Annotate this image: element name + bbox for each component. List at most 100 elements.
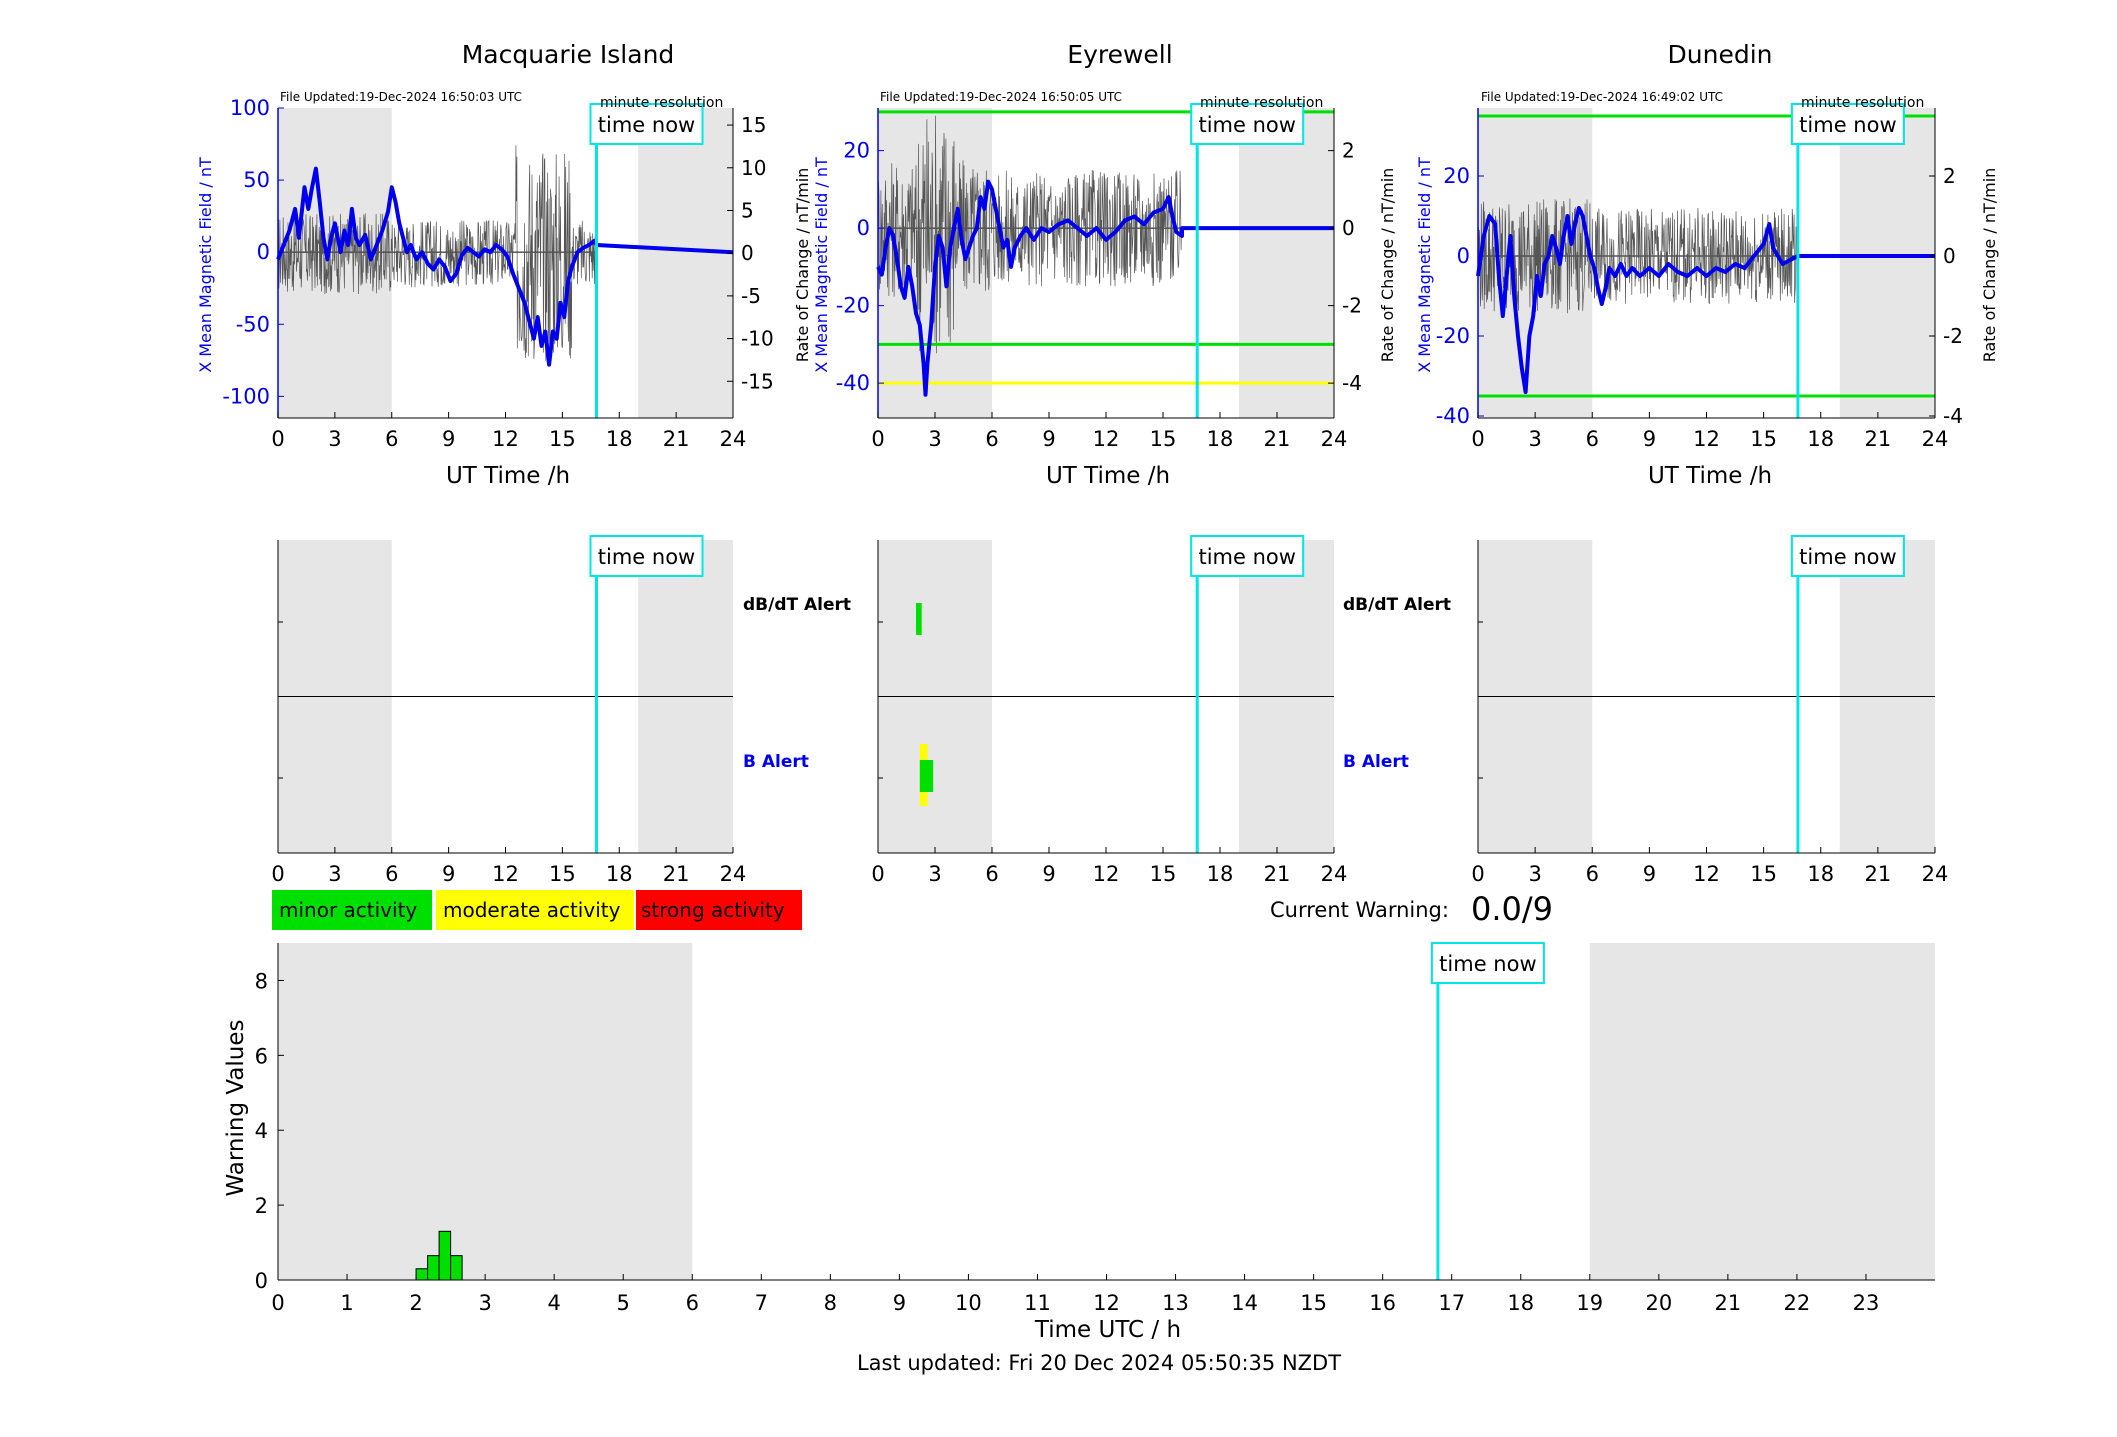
- x-tick-label: 24: [1321, 427, 1348, 451]
- right-y-tick-label: 2: [1342, 139, 1355, 163]
- x-tick-label: 9: [1643, 427, 1656, 451]
- right-y-tick-label: 10: [741, 156, 766, 180]
- x-tick-label: 3: [328, 427, 341, 451]
- left-y-tick-label: 20: [843, 139, 870, 163]
- mean-field-trace: [1476, 206, 1935, 394]
- warning-bar: [450, 1255, 463, 1281]
- right-y-tick-label: 0: [741, 241, 754, 265]
- b-alert-label-1: B Alert: [743, 752, 809, 772]
- x-tick-label: 6: [385, 862, 398, 886]
- x-tick-label: 18: [1207, 427, 1234, 451]
- time-now-label-box: [1430, 942, 1545, 984]
- x-tick-label: 21: [1715, 1291, 1742, 1315]
- b-alert-mark-minor: [919, 760, 934, 792]
- x-tick-label: 24: [720, 862, 747, 886]
- rate-of-change-trace: [877, 115, 1182, 354]
- time-now-label-box: [1790, 103, 1905, 145]
- right-y-tick-label: -10: [741, 327, 774, 351]
- right-y-tick-label: -4: [1342, 371, 1362, 395]
- x-tick-label: 6: [985, 427, 998, 451]
- x-tick-label: 1: [340, 1291, 353, 1315]
- x-tick-label: 15: [1150, 427, 1177, 451]
- x-tick-label: 9: [442, 427, 455, 451]
- legend-minor-label: minor activity: [279, 898, 417, 922]
- y-tick-label: 8: [255, 969, 268, 993]
- x-tick-label: 23: [1853, 1291, 1880, 1315]
- x-tick-label: 18: [1207, 862, 1234, 886]
- x-tick-label: 10: [955, 1291, 982, 1315]
- dbdt-alert-mark: [916, 603, 922, 635]
- left-y-tick-label: 100: [230, 96, 270, 120]
- x-tick-label: 18: [1807, 862, 1834, 886]
- x-tick-label: 3: [928, 862, 941, 886]
- x-tick-label: 3: [1528, 862, 1541, 886]
- x-tick-label: 21: [663, 427, 690, 451]
- left-y-tick-label: 0: [857, 216, 870, 240]
- x-tick-label: 15: [1300, 1291, 1327, 1315]
- x-tick-label: 18: [1807, 427, 1834, 451]
- x-tick-label: 0: [271, 1291, 284, 1315]
- x-tick-label: 11: [1024, 1291, 1051, 1315]
- x-tick-label: 12: [1693, 427, 1720, 451]
- mean-field-trace: [276, 166, 734, 367]
- x-tick-label: 8: [824, 1291, 837, 1315]
- left-y-tick-label: 0: [1457, 244, 1470, 268]
- file-updated-macquarie: File Updated:19-Dec-2024 16:50:03 UTC: [280, 90, 522, 104]
- right-y-tick-label: 0: [1943, 244, 1956, 268]
- x-tick-label: 24: [1922, 427, 1949, 451]
- legend-strong-swatch: [636, 890, 802, 930]
- x-tick-label: 21: [1865, 427, 1892, 451]
- x-tick-label: 6: [1586, 427, 1599, 451]
- right-y-tick-label: -4: [1943, 404, 1963, 428]
- x-tick-label: 7: [755, 1291, 768, 1315]
- x-tick-label: 15: [1750, 862, 1777, 886]
- legend-minor-swatch: [272, 890, 432, 930]
- x-tick-label: 9: [893, 1291, 906, 1315]
- legend-moderate-swatch: [436, 890, 634, 930]
- x-tick-label: 15: [549, 862, 576, 886]
- night-shading: [1839, 108, 1935, 418]
- current-warning-label: Current Warning:: [1270, 898, 1449, 922]
- time-now-label: time now: [598, 545, 695, 569]
- legend-strong-label: strong activity: [641, 898, 785, 922]
- xlabel-dunedin: UT Time /h: [1648, 463, 1772, 489]
- right-y-tick-label: 5: [741, 198, 754, 222]
- warning-chart-xlabel: Time UTC / h: [1034, 1317, 1181, 1343]
- x-tick-label: 20: [1645, 1291, 1672, 1315]
- right-y-tick-label: -5: [741, 284, 761, 308]
- x-tick-label: 19: [1576, 1291, 1603, 1315]
- night-shading: [638, 108, 733, 418]
- warning-bar: [427, 1255, 440, 1281]
- time-now-label-box: [1190, 103, 1305, 145]
- right-ylabel-macquarie: Rate of Change / nT/min: [793, 168, 812, 363]
- x-tick-label: 9: [442, 862, 455, 886]
- warning-bar: [415, 1268, 429, 1281]
- x-tick-label: 17: [1438, 1291, 1465, 1315]
- x-tick-label: 21: [1264, 427, 1291, 451]
- x-tick-label: 9: [1042, 427, 1055, 451]
- left-y-tick-label: -20: [836, 294, 870, 318]
- x-tick-label: 6: [385, 427, 398, 451]
- night-shading: [278, 943, 693, 1280]
- x-tick-label: 4: [547, 1291, 560, 1315]
- x-tick-label: 3: [328, 862, 341, 886]
- station-title-eyrewell: Eyrewell: [1067, 40, 1172, 69]
- x-tick-label: 6: [1586, 862, 1599, 886]
- right-y-tick-label: -2: [1943, 324, 1963, 348]
- time-now-label: time now: [1198, 545, 1295, 569]
- dunedin-alert-panel: time now 0 3 6 9 12 15 18 21 24: [1471, 535, 1948, 886]
- x-tick-label: 21: [1264, 862, 1291, 886]
- right-ylabel-dunedin: Rate of Change / nT/min: [1980, 168, 1999, 363]
- left-y-tick-label: -40: [1436, 404, 1470, 428]
- rate-of-change-trace: [1477, 198, 1798, 314]
- y-tick-label: 6: [255, 1044, 268, 1068]
- x-tick-label: 12: [1093, 427, 1120, 451]
- resolution-label-dunedin: minute resolution: [1801, 95, 1924, 111]
- night-shading: [1589, 943, 1935, 1280]
- x-tick-label: 18: [606, 862, 633, 886]
- eyrewell-alert-panel: time now 0 3 6 9 12 15 18 21 24: [871, 535, 1347, 886]
- macquarie-alert-panel: time now 0 3 6 9 12 15 18 21 24: [271, 535, 747, 886]
